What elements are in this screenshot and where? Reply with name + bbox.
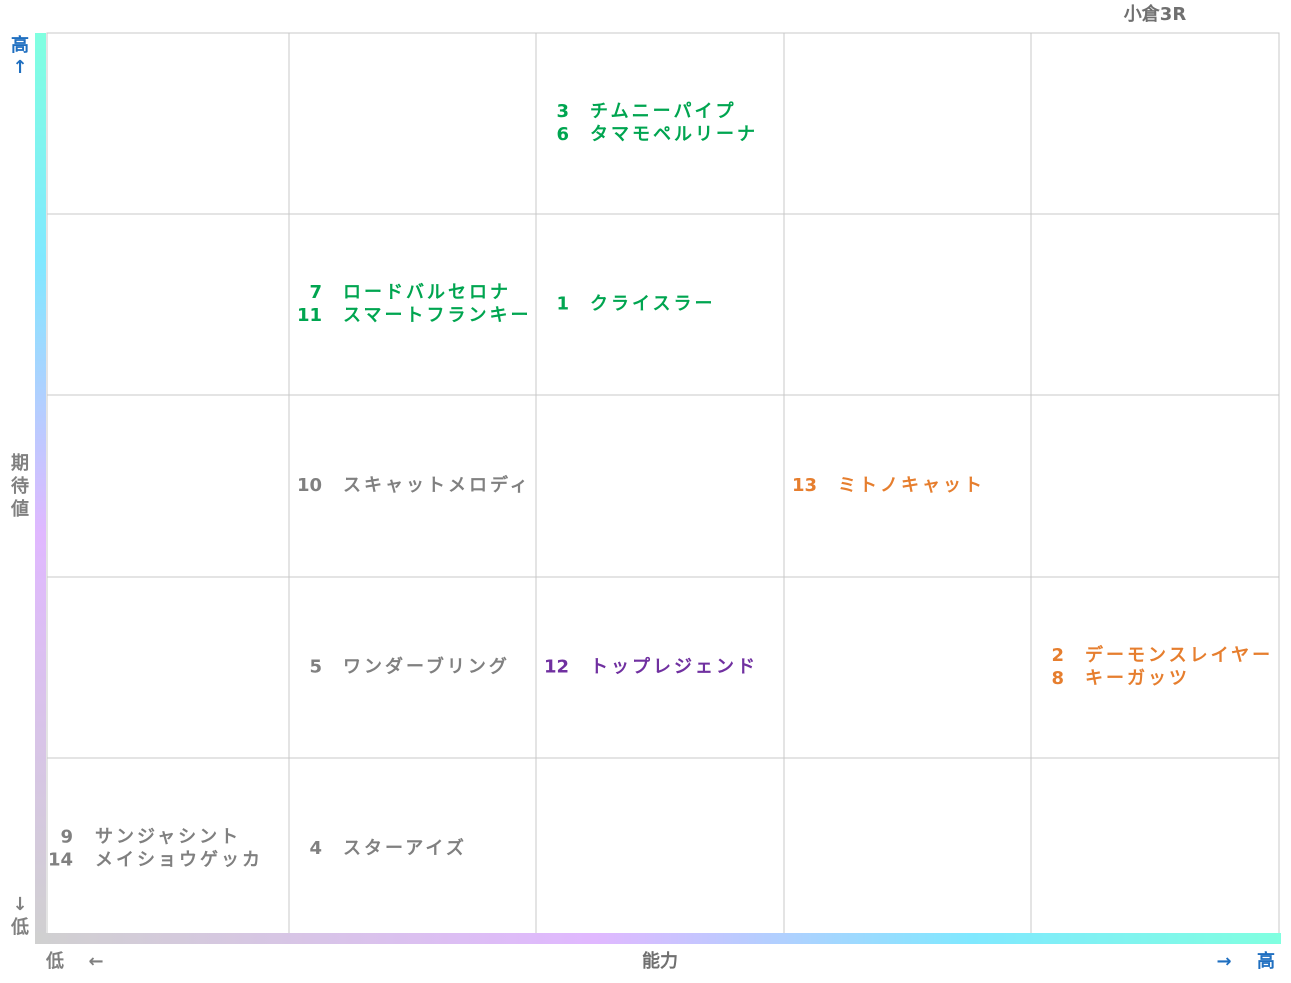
entry-name: スターアイズ xyxy=(343,837,467,859)
entry-number: 6 xyxy=(556,124,569,145)
cell xyxy=(1030,213,1280,396)
y-low-arrow: ↓ xyxy=(12,894,27,915)
x-high-arrow: → xyxy=(1216,951,1231,972)
cell xyxy=(783,757,1032,941)
y-label: 期 xyxy=(11,453,29,474)
y-axis-bar xyxy=(35,33,46,943)
entry-name: トップレジェンド xyxy=(590,656,758,678)
title: 小倉3R xyxy=(1124,3,1187,25)
cell xyxy=(535,394,785,578)
cell xyxy=(1030,32,1280,215)
cell xyxy=(46,394,290,578)
entry-name: クライスラー xyxy=(590,294,715,315)
entry-name: ワンダーブリング xyxy=(343,656,510,678)
entry-name: キーガッツ xyxy=(1085,668,1190,689)
entry-name: スキャットメロディ xyxy=(343,474,531,496)
entry-name: ミトノキャット xyxy=(838,475,985,496)
entry-number: 7 xyxy=(309,282,322,303)
entry-name: サンジャシント xyxy=(95,827,241,848)
grid: 3 チムニーパイプ 6 タマモペルリーナ 7 ロードバルセロナ 11 スマートフランキー 1 クラ… xyxy=(46,32,1280,941)
entry-name: スマートフランキー xyxy=(343,305,531,326)
cell xyxy=(1030,394,1280,578)
y-label: 値 xyxy=(10,498,29,520)
y-high: 高 xyxy=(11,34,29,56)
x-label: 能力 xyxy=(642,950,678,972)
entry-name: チムニーパイプ xyxy=(590,100,736,122)
cell xyxy=(288,32,537,215)
entry-name: ロードバルセロナ xyxy=(343,282,511,303)
cell xyxy=(46,213,290,396)
entry-name: デーモンスレイヤー xyxy=(1085,644,1273,666)
y-low: 低 xyxy=(10,916,29,938)
entry-number: 3 xyxy=(556,101,569,122)
x-low-arrow: ← xyxy=(88,951,103,972)
entry-number: 5 xyxy=(309,657,322,678)
cell xyxy=(46,32,290,215)
y-high-arrow: ↑ xyxy=(12,57,27,78)
cell xyxy=(46,576,290,759)
x-axis-bar xyxy=(35,933,1281,944)
cell xyxy=(783,32,1032,215)
entry-number: 13 xyxy=(792,475,817,496)
entry-number: 9 xyxy=(60,827,73,848)
cell xyxy=(1030,757,1280,941)
cell xyxy=(783,576,1032,759)
entry-number: 12 xyxy=(544,657,569,678)
entry-number: 1 xyxy=(556,294,569,315)
cell xyxy=(783,213,1032,396)
x-low: 低 xyxy=(45,950,64,972)
entry-number: 14 xyxy=(48,850,73,871)
cell xyxy=(535,757,785,941)
entry-name: タマモペルリーナ xyxy=(590,124,758,145)
entry-number: 11 xyxy=(297,305,322,326)
x-high: 高 xyxy=(1257,950,1275,972)
entry-number: 4 xyxy=(309,838,322,859)
y-label: 待 xyxy=(11,475,29,497)
entry-number: 2 xyxy=(1051,645,1064,666)
entry-number: 8 xyxy=(1051,668,1064,689)
entry-number: 10 xyxy=(297,475,322,496)
entry-name: メイショウゲッカ xyxy=(95,849,263,871)
